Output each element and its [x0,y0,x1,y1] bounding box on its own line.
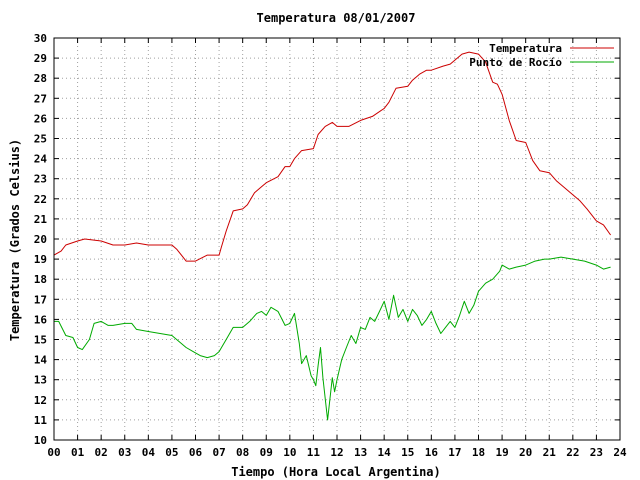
y-tick-label: 25 [34,133,47,146]
x-tick-label: 05 [165,446,178,459]
y-tick-label: 15 [34,334,47,347]
y-axis-ticks: 10 11 12 13 14 15 16 17 18 19 20 21 22 23 24 25 26 27 28 29… [34,32,620,447]
y-tick-label: 20 [34,233,47,246]
x-tick-label: 11 [307,446,321,459]
x-tick-label: 15 [401,446,414,459]
x-tick-label: 10 [283,446,296,459]
x-tick-label: 23 [590,446,603,459]
y-tick-label: 24 [34,153,48,166]
y-tick-label: 30 [34,32,47,45]
y-tick-label: 10 [34,434,47,447]
grid-lines [54,38,620,440]
y-tick-label: 11 [34,414,48,427]
x-tick-label: 16 [425,446,439,459]
legend: Temperatura Punto de Rocío [469,42,614,69]
x-tick-label: 07 [212,446,225,459]
series-line-1 [54,256,611,421]
y-axis-label: Temperatura (Grados Celsius) [8,139,22,341]
y-tick-label: 22 [34,193,47,206]
x-tick-label: 09 [260,446,273,459]
legend-label-punto-de-rocio: Punto de Rocío [469,56,562,69]
x-tick-label: 13 [354,446,367,459]
plot-area [53,51,612,421]
y-tick-label: 18 [34,273,47,286]
y-tick-label: 16 [34,313,48,326]
x-tick-label: 21 [543,446,557,459]
x-tick-label: 14 [378,446,392,459]
y-tick-label: 12 [34,394,47,407]
y-tick-label: 17 [34,293,47,306]
y-tick-label: 14 [34,354,48,367]
x-tick-label: 18 [472,446,485,459]
x-tick-label: 12 [330,446,343,459]
y-tick-label: 28 [34,72,47,85]
x-tick-label: 01 [71,446,85,459]
x-tick-label: 08 [236,446,249,459]
x-tick-label: 00 [47,446,60,459]
y-tick-label: 26 [34,112,48,125]
x-tick-label: 19 [495,446,508,459]
x-tick-label: 06 [189,446,203,459]
x-tick-label: 02 [95,446,108,459]
x-tick-label: 03 [118,446,131,459]
y-tick-label: 29 [34,52,47,65]
y-tick-label: 27 [34,92,47,105]
plot-frame [53,37,621,441]
legend-label-temperatura: Temperatura [489,42,562,55]
chart-title: Temperatura 08/01/2007 [257,11,416,25]
x-tick-label: 22 [566,446,579,459]
x-axis-ticks: 00 01 02 03 04 05 06 07 08 09 10 11 12 13 14 15 16 17 18 19… [47,38,627,459]
x-axis-label: Tiempo (Hora Local Argentina) [231,465,441,479]
y-tick-label: 13 [34,374,47,387]
y-tick-label: 23 [34,173,47,186]
y-tick-label: 19 [34,253,47,266]
y-tick-label: 21 [34,213,48,226]
x-tick-label: 17 [448,446,461,459]
series-line-0 [53,51,612,262]
x-tick-label: 20 [519,446,532,459]
x-tick-label: 24 [613,446,627,459]
x-tick-label: 04 [142,446,156,459]
